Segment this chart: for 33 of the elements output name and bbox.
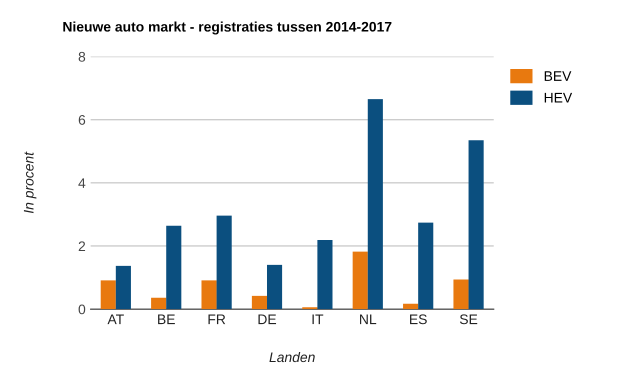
bar <box>453 279 469 310</box>
bar <box>418 222 434 310</box>
x-axis-title: Landen <box>269 352 315 362</box>
y-tick-label: 4 <box>78 178 86 188</box>
bar <box>468 140 484 310</box>
bar <box>151 298 166 310</box>
x-tick-label: IT <box>312 314 324 324</box>
legend-label: HEV <box>544 92 572 102</box>
chart-title: Nieuwe auto markt - registraties tussen 2014-2017 <box>63 21 392 34</box>
x-tick-label: AT <box>107 314 124 324</box>
bar <box>352 252 368 310</box>
bar <box>216 216 232 310</box>
x-tick-label: ES <box>410 314 427 324</box>
bar <box>403 304 418 310</box>
bar <box>368 99 383 310</box>
x-tick-label: NL <box>360 314 376 324</box>
y-tick-label: 0 <box>78 304 86 314</box>
bar <box>201 280 217 310</box>
bar <box>166 226 182 310</box>
bar <box>266 264 282 310</box>
bar <box>252 296 267 310</box>
bar <box>317 240 332 310</box>
x-tick-label: SE <box>460 314 478 324</box>
legend-label: BEV <box>544 71 572 81</box>
y-axis-title: In procent <box>24 151 36 214</box>
y-tick-label: 8 <box>78 52 86 62</box>
y-tick-label: 2 <box>78 241 86 252</box>
x-tick-label: BE <box>158 314 175 324</box>
x-tick-label: DE <box>258 314 276 324</box>
bar <box>116 266 131 310</box>
bar <box>100 280 116 310</box>
y-tick-label: 6 <box>78 115 86 125</box>
x-tick-label: FR <box>208 314 226 324</box>
